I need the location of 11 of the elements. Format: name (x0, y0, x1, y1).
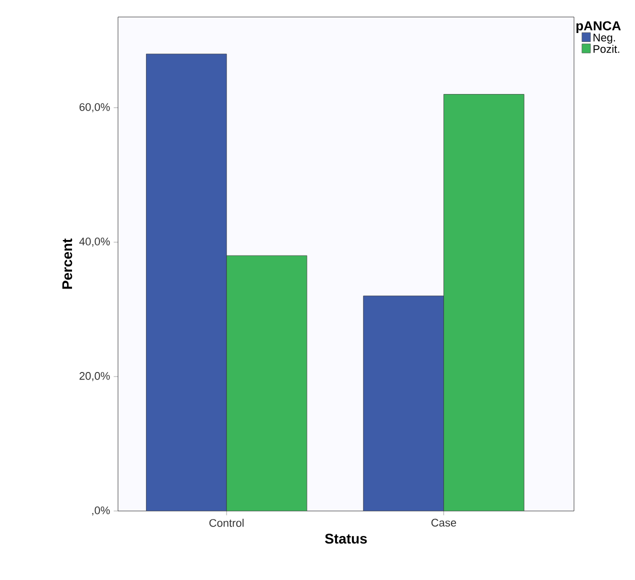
legend-title: pANCA (576, 21, 621, 33)
legend-label: Neg. (594, 34, 615, 44)
x-tick-label: Case (431, 518, 456, 527)
y-tick-label: 20,0% (80, 372, 110, 382)
y-tick-label: 40,0% (79, 238, 110, 247)
y-axis-title: Percent (62, 238, 72, 289)
legend-label: Pozit. (594, 44, 620, 53)
x-axis-title: Status (325, 534, 367, 544)
y-tick-label: 60,0% (80, 103, 110, 112)
y-tick-label: ,0% (92, 506, 110, 516)
x-tick-label: Control (209, 518, 244, 527)
